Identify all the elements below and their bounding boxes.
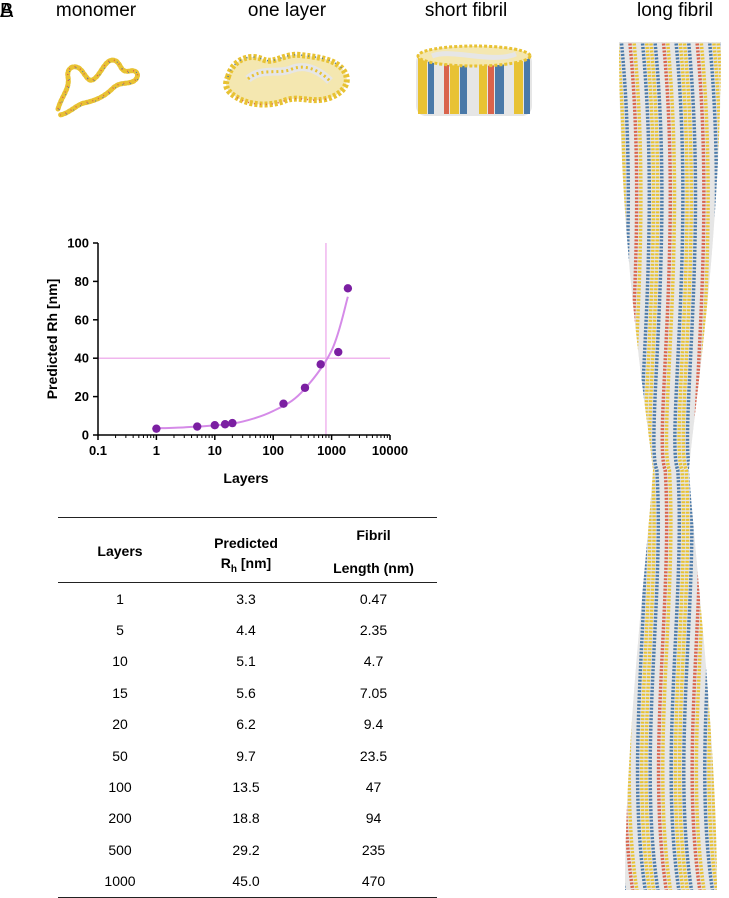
cell-layers: 500	[108, 841, 132, 858]
table-row: 15 5.6 7.05	[58, 677, 437, 708]
cell-fibril-length: 235	[361, 841, 386, 858]
table-row: 20 6.2 9.4	[58, 709, 437, 740]
cell-layers: 100	[108, 779, 132, 796]
table-row: 10 5.1 4.7	[58, 646, 437, 677]
fibril-strand	[661, 42, 677, 890]
table-bottom-rule	[58, 896, 437, 898]
label-long-fibril: long fibril	[636, 0, 714, 21]
cell-fibril-length: 94	[365, 810, 382, 827]
x-tick-label: 100	[262, 443, 284, 458]
cell-fibril-length: 0.47	[359, 590, 388, 607]
table-top-rule	[58, 517, 437, 518]
data-point	[228, 418, 237, 428]
cell-layers: 20	[112, 716, 128, 733]
fibril-strand	[648, 42, 664, 890]
label-short-fibril: short fibril	[424, 0, 508, 21]
label-monomer: monomer	[55, 0, 137, 21]
table-row: 50 9.7 23.5	[58, 740, 437, 771]
fibril-strand	[715, 42, 721, 890]
header-fibril-line1: Fibril	[356, 527, 391, 543]
rh-vs-layers-chart: 0.1 1 10 100 1000 10000 0 20 40 60 80 100 Layers Pr…	[44, 236, 408, 487]
data-point	[300, 383, 310, 392]
fibril-strand	[669, 42, 685, 890]
cell-fibril-length: 23.5	[359, 747, 388, 764]
panel-letter-b: B	[0, 0, 14, 22]
cell-fibril-length: 7.05	[359, 684, 388, 701]
cell-predicted-rh: 45.0	[232, 873, 260, 890]
data-point	[334, 347, 343, 357]
fibril-strand	[656, 42, 672, 890]
cell-predicted-rh: 5.1	[236, 653, 256, 670]
fibril-strand	[665, 42, 681, 890]
cell-predicted-rh: 18.8	[232, 810, 260, 827]
one-layer-structure-image	[223, 51, 350, 108]
table-row: 1000 45.0 470	[58, 866, 437, 897]
table-header-rule	[58, 582, 437, 583]
cell-fibril-length: 9.4	[363, 716, 384, 733]
header-rh-symbol: R	[220, 555, 231, 571]
long-fibril-structure-image	[619, 42, 721, 890]
cell-layers: 10	[112, 653, 128, 670]
table-row: 1 3.3 0.47	[58, 583, 437, 614]
table-row: 500 29.2 235	[58, 834, 437, 865]
y-tick-label: 80	[75, 274, 89, 289]
x-tick-label: 1000	[317, 443, 346, 458]
table-row: 200 18.8 94	[58, 803, 437, 834]
header-fibril-line2: Length (nm)	[333, 560, 414, 576]
cell-layers: 1000	[104, 873, 136, 890]
cell-predicted-rh: 5.6	[236, 684, 256, 701]
table-header: Layers Predicted Rh [nm] Fibril Length (…	[58, 518, 437, 582]
header-rh-subscript: h	[230, 563, 237, 575]
cell-fibril-length: 470	[361, 873, 386, 890]
short-fibril-structure-image	[416, 44, 532, 116]
data-point	[193, 422, 202, 431]
x-tick-label: 10	[208, 443, 222, 458]
panel-letter-a: A	[0, 0, 14, 22]
table-body: 1 3.3 0.47 5 4.4 2.35 10 5.1 4.7 15 5.6 7.05 20 6.2 9.…	[58, 583, 437, 897]
header-rh-line1: Predicted	[214, 535, 278, 551]
data-point	[152, 424, 161, 433]
fit-curve-line	[156, 296, 349, 430]
data-point	[279, 399, 288, 408]
table-row: 100 13.5 47	[58, 771, 437, 802]
cell-layers: 1	[116, 590, 124, 607]
cell-predicted-rh: 29.2	[232, 841, 260, 858]
data-point	[316, 360, 325, 369]
y-tick-label: 40	[75, 351, 89, 366]
data-point	[220, 420, 230, 429]
y-tick-label: 60	[75, 312, 89, 327]
cell-layers: 5	[116, 622, 124, 639]
rh-table: Layers Predicted Rh [nm] Fibril Length (…	[58, 517, 437, 898]
data-point	[210, 421, 219, 430]
fibril-strand	[652, 42, 668, 890]
cell-fibril-length: 2.35	[359, 622, 388, 639]
cell-predicted-rh: 4.4	[236, 622, 256, 639]
cell-predicted-rh: 3.3	[236, 590, 256, 607]
table-row: 5 4.4 2.35	[58, 614, 437, 645]
cell-predicted-rh: 9.7	[236, 747, 256, 764]
cell-predicted-rh: 13.5	[232, 779, 260, 796]
chart-ylabel: Predicted Rh [nm]	[44, 279, 60, 400]
header-layers: Layers	[97, 543, 143, 559]
y-tick-label: 20	[75, 389, 89, 404]
y-tick-label: 100	[67, 236, 89, 251]
x-tick-label: 0.1	[89, 443, 107, 458]
cell-layers: 200	[108, 810, 132, 827]
header-predicted-rh: Predicted Rh [nm]	[182, 533, 310, 580]
cell-fibril-length: 47	[365, 779, 382, 796]
monomer-structure-image	[55, 57, 140, 118]
cell-layers: 15	[112, 684, 128, 701]
header-rh-unit: [nm]	[237, 555, 272, 571]
x-tick-label: 10000	[372, 443, 408, 458]
chart-xlabel: Layers	[223, 470, 268, 486]
cell-layers: 50	[112, 747, 128, 764]
x-tick-label: 1	[153, 443, 160, 458]
cell-fibril-length: 4.7	[363, 653, 384, 670]
fibril-strand	[677, 42, 693, 890]
cell-predicted-rh: 6.2	[236, 716, 256, 733]
data-point	[343, 284, 353, 293]
label-one-layer: one layer	[247, 0, 327, 21]
y-tick-label: 0	[82, 428, 89, 443]
fibril-strand	[673, 42, 689, 890]
